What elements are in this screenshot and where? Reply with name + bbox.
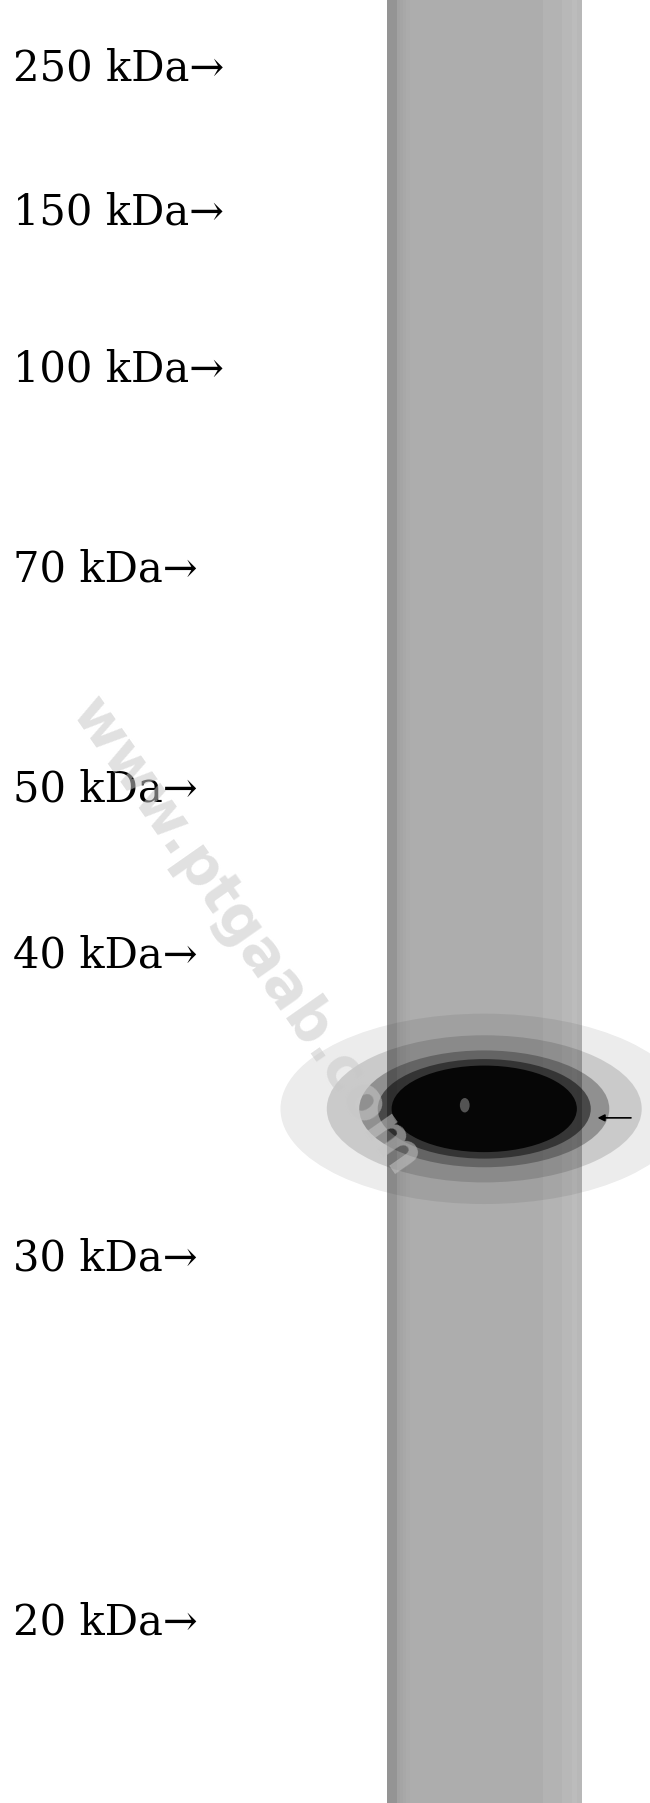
Bar: [455, 0, 458, 1803]
Bar: [572, 0, 575, 1803]
Text: 70 kDa→: 70 kDa→: [13, 548, 198, 591]
Bar: [471, 0, 474, 1803]
Bar: [448, 0, 452, 1803]
Bar: [442, 0, 445, 1803]
Bar: [474, 0, 478, 1803]
Bar: [416, 0, 419, 1803]
Bar: [396, 0, 400, 1803]
Text: 50 kDa→: 50 kDa→: [13, 768, 198, 811]
Bar: [413, 0, 416, 1803]
Bar: [462, 0, 465, 1803]
Text: www.ptgaab.com: www.ptgaab.com: [60, 687, 434, 1188]
Bar: [494, 0, 497, 1803]
Bar: [526, 0, 530, 1803]
Bar: [387, 0, 582, 1803]
Bar: [546, 0, 549, 1803]
Text: 150 kDa→: 150 kDa→: [13, 191, 224, 234]
Bar: [552, 0, 556, 1803]
Bar: [500, 0, 504, 1803]
Bar: [468, 0, 471, 1803]
Bar: [520, 0, 523, 1803]
Bar: [406, 0, 410, 1803]
Bar: [410, 0, 413, 1803]
Bar: [426, 0, 429, 1803]
Ellipse shape: [378, 1058, 591, 1159]
Bar: [458, 0, 462, 1803]
Bar: [403, 0, 406, 1803]
Ellipse shape: [359, 1051, 609, 1167]
Bar: [422, 0, 426, 1803]
Bar: [419, 0, 422, 1803]
Bar: [556, 0, 559, 1803]
Bar: [387, 0, 390, 1803]
Ellipse shape: [460, 1098, 469, 1112]
Bar: [393, 0, 396, 1803]
Ellipse shape: [391, 1066, 577, 1152]
Bar: [497, 0, 500, 1803]
Text: 100 kDa→: 100 kDa→: [13, 348, 224, 391]
Bar: [536, 0, 540, 1803]
Bar: [484, 0, 488, 1803]
Bar: [517, 0, 520, 1803]
Bar: [491, 0, 494, 1803]
Bar: [507, 0, 510, 1803]
Bar: [452, 0, 455, 1803]
Bar: [575, 0, 578, 1803]
Bar: [569, 0, 572, 1803]
Bar: [390, 0, 393, 1803]
Bar: [530, 0, 533, 1803]
Bar: [504, 0, 507, 1803]
Bar: [510, 0, 514, 1803]
Ellipse shape: [281, 1013, 650, 1204]
Bar: [465, 0, 468, 1803]
Bar: [439, 0, 442, 1803]
Bar: [566, 0, 569, 1803]
Bar: [572, 0, 577, 1803]
Bar: [400, 0, 403, 1803]
Bar: [578, 0, 582, 1803]
Bar: [533, 0, 536, 1803]
Bar: [436, 0, 439, 1803]
Text: 40 kDa→: 40 kDa→: [13, 934, 198, 977]
Text: 30 kDa→: 30 kDa→: [13, 1237, 198, 1280]
Bar: [445, 0, 448, 1803]
Ellipse shape: [327, 1035, 642, 1183]
Text: 250 kDa→: 250 kDa→: [13, 47, 224, 90]
Bar: [562, 0, 566, 1803]
Bar: [540, 0, 543, 1803]
Bar: [543, 0, 546, 1803]
Bar: [432, 0, 436, 1803]
Bar: [549, 0, 552, 1803]
Bar: [523, 0, 526, 1803]
Bar: [514, 0, 517, 1803]
Bar: [488, 0, 491, 1803]
Bar: [429, 0, 432, 1803]
Bar: [478, 0, 481, 1803]
Bar: [559, 0, 562, 1803]
Text: 20 kDa→: 20 kDa→: [13, 1601, 198, 1644]
Bar: [481, 0, 484, 1803]
